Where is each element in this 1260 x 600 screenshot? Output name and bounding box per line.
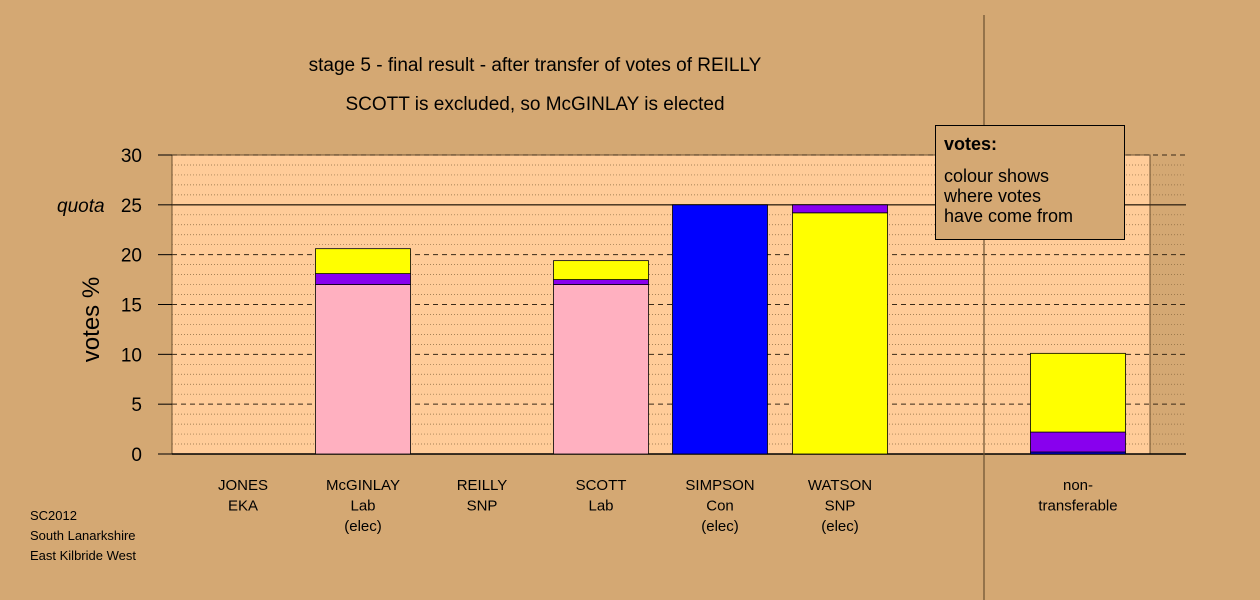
category-label: EKA [228,498,258,515]
bar-segment [553,260,649,280]
bar-segment [672,204,768,455]
legend: votes: colour shows where votes have com… [935,125,1125,240]
category-label: SCOTT [576,477,627,494]
bar-segment [1030,431,1126,453]
y-tick-label: 0 [131,445,142,466]
category-label: transferable [1038,498,1117,515]
category-label: Lab [350,498,375,515]
category-label: SIMPSON [685,477,754,494]
bar-segment [1030,352,1126,433]
category-label: non- [1063,477,1093,494]
y-tick-label: 10 [121,345,142,366]
bar-segment [553,279,649,285]
category-label: JONES [218,477,268,494]
chart-subtitle: SCOTT is excluded, so McGINLAY is electe… [345,94,725,115]
category-label: (elec) [821,518,859,535]
y-tick-label: 30 [121,146,142,167]
y-tick-label: 15 [121,296,142,317]
bar-segment [553,284,649,455]
source-line: East Kilbride West [30,548,136,563]
category-label: McGINLAY [326,477,400,494]
quota-label: quota [57,196,105,217]
legend-heading: votes: [944,134,998,154]
category-label: WATSON [808,477,872,494]
bar-segment [792,204,888,214]
legend-line: have come from [944,206,1074,226]
chart-title: stage 5 - final result - after transfer … [308,55,762,76]
bar-segment [315,273,411,285]
category-label: (elec) [701,518,739,535]
category-label: REILLY [457,477,508,494]
legend-line: where votes [944,186,1042,206]
source-line: SC2012 [30,508,77,523]
source-note: SC2012 South Lanarkshire East Kilbride W… [30,506,136,566]
y-tick-label: 20 [121,246,142,267]
bar-segment [315,284,411,455]
y-tick-label: 5 [131,395,142,416]
y-axis-title: votes % [78,277,105,362]
bar-segment [315,248,411,275]
category-label: SNP [467,498,498,515]
category-label: (elec) [344,518,382,535]
category-label: SNP [825,498,856,515]
category-label: Lab [588,498,613,515]
category-label: Con [706,498,734,515]
source-line: South Lanarkshire [30,528,136,543]
legend-line: colour shows [944,166,1050,186]
bar-segment [792,212,888,455]
y-tick-label: 25 [121,196,142,217]
